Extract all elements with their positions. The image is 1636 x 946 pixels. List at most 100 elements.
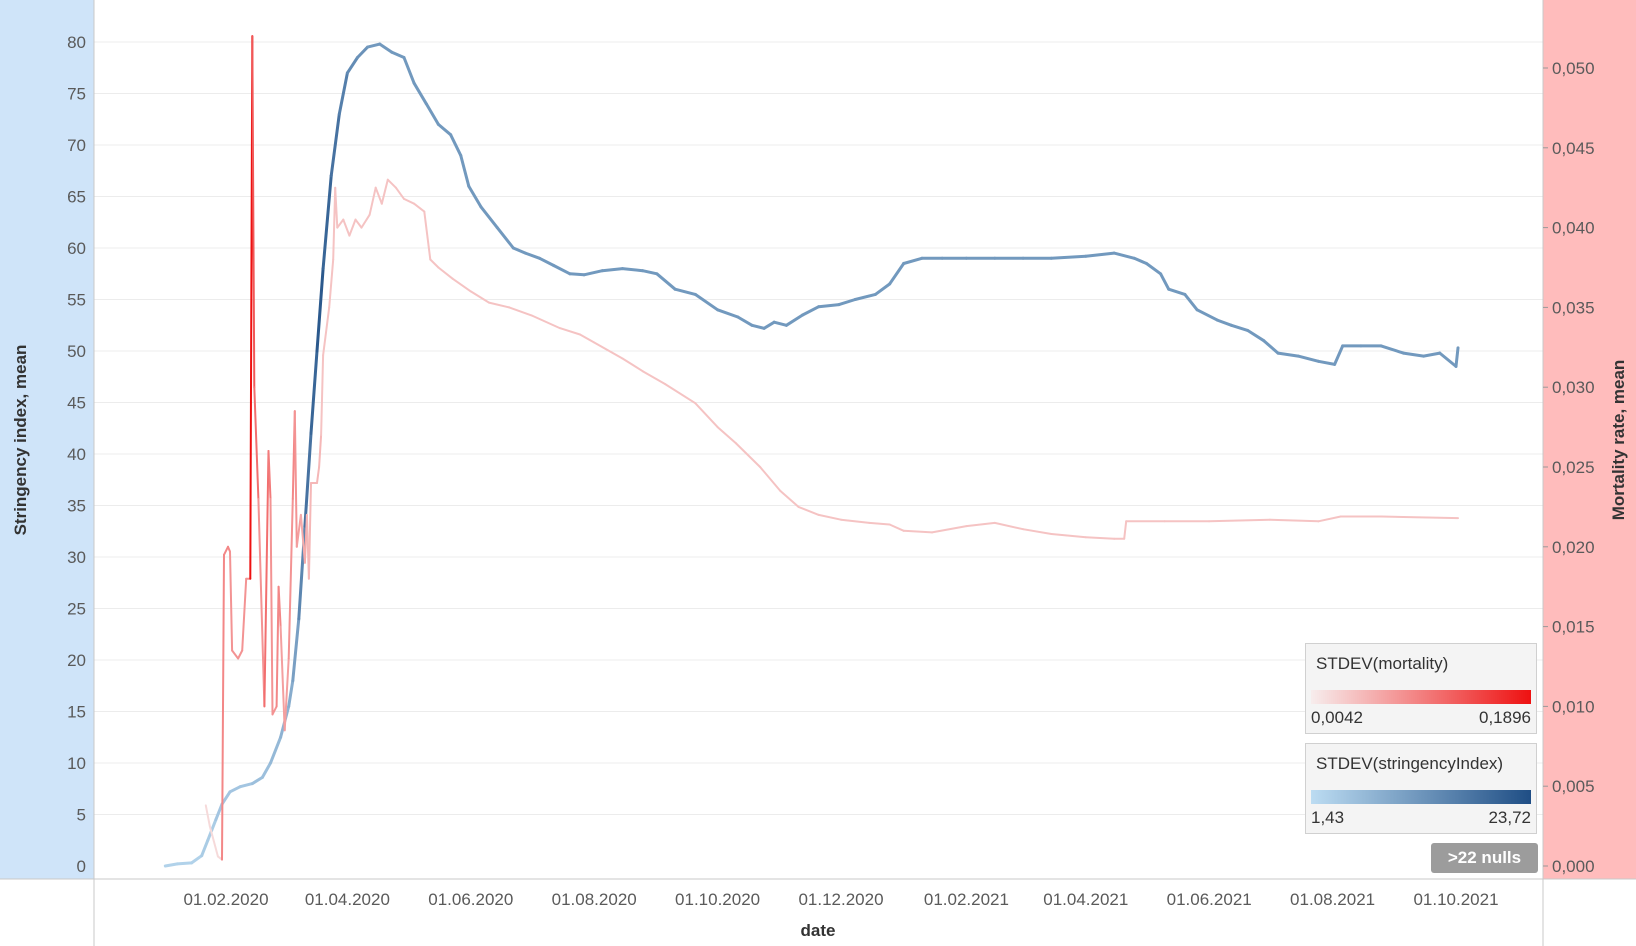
stringency-segment	[163, 862, 179, 868]
mortality-segment	[360, 213, 371, 229]
y-tick-label-left: 75	[67, 85, 86, 104]
stringency-segment	[337, 71, 349, 116]
mortality-segment	[342, 218, 351, 237]
stringency-segment	[655, 272, 677, 291]
mortality-segment	[322, 306, 331, 357]
stringency-segment	[1229, 323, 1250, 332]
mortality-segment	[641, 370, 666, 385]
mortality-segment	[283, 657, 290, 732]
y-tick-label-right: 0,005	[1552, 777, 1595, 796]
y-tick-label-left: 25	[67, 600, 86, 619]
mortality-segment	[241, 577, 248, 652]
stringency-segment	[552, 264, 572, 276]
stringency-segment	[837, 298, 857, 307]
x-tick-label: 01.02.2020	[183, 890, 268, 909]
mortality-line	[204, 35, 1459, 861]
stringency-segment	[190, 854, 204, 865]
mortality-segment	[394, 186, 405, 200]
mortality-segment	[257, 497, 266, 708]
y-tick-label-right: 0,040	[1552, 219, 1595, 238]
stringency-segment	[568, 272, 586, 277]
legend-mortality[interactable]: STDEV(mortality) 0,0042 0,1896	[1305, 643, 1537, 734]
y-tick-label-right: 0,030	[1552, 378, 1595, 397]
y-tick-label-left: 30	[67, 548, 86, 567]
mortality-segment	[840, 518, 871, 524]
mortality-segment	[868, 521, 891, 526]
mortality-segment	[334, 186, 339, 229]
y-tick-label-left: 70	[67, 136, 86, 155]
mortality-segment	[208, 825, 219, 858]
x-tick-label: 01.12.2020	[798, 890, 883, 909]
legend-mortality-title: STDEV(mortality)	[1316, 654, 1449, 673]
y-tick-label-left: 10	[67, 754, 86, 773]
stringency-segment	[801, 305, 821, 317]
y-tick-label-right: 0,010	[1552, 697, 1595, 716]
stringency-segment	[902, 256, 924, 265]
x-tick-label: 01.10.2021	[1413, 890, 1498, 909]
stringency-segment	[424, 102, 440, 126]
legend-stringency[interactable]: STDEV(stringencyIndex) 1,43 23,72	[1305, 743, 1537, 834]
mortality-segment	[316, 466, 321, 484]
y-axis-title-left: Stringency index, mean	[11, 345, 30, 536]
mortality-segment	[1208, 518, 1271, 523]
nulls-badge[interactable]: >22 nulls	[1431, 843, 1538, 873]
mortality-segment	[1084, 536, 1116, 540]
mortality-segment	[593, 341, 624, 360]
stringency-segment	[260, 761, 272, 779]
legend-stringency-max: 23,72	[1488, 808, 1531, 827]
mortality-segment	[694, 402, 719, 429]
mortality-segment	[993, 521, 1025, 531]
x-tick-label: 01.06.2021	[1167, 890, 1252, 909]
mortality-segment	[271, 705, 278, 716]
mortality-segment	[488, 301, 511, 309]
x-axis-title: date	[801, 921, 836, 940]
stringency-line	[163, 42, 1460, 868]
mortality-segment	[965, 521, 996, 528]
mortality-segment	[336, 218, 345, 229]
stringency-segment	[1183, 292, 1199, 312]
stringency-segment	[269, 735, 283, 765]
legend-stringency-min: 1,43	[1311, 808, 1345, 827]
stringency-segment	[1438, 351, 1458, 368]
mortality-segment	[1022, 528, 1053, 535]
mortality-segment	[223, 545, 229, 556]
legend-mortality-max: 0,1896	[1479, 708, 1531, 727]
stringency-segment	[479, 205, 499, 229]
stringency-segment	[673, 287, 697, 296]
mortality-segment	[229, 550, 234, 652]
mortality-segment	[413, 202, 426, 213]
y-tick-label-right: 0,025	[1552, 458, 1595, 477]
stringency-segment	[1112, 251, 1136, 260]
y-ticks-left: 0 5 10 15 20 25 30 35 40 45 50 55 60 65 70 75 80	[67, 33, 86, 876]
series-lines	[163, 35, 1460, 868]
stringency-segment	[467, 184, 483, 209]
mortality-segment	[293, 410, 298, 548]
y-tick-label-right: 0,015	[1552, 618, 1595, 637]
mortality-segment	[354, 218, 363, 229]
stringency-segment	[250, 775, 264, 786]
mortality-segment	[579, 333, 596, 344]
x-tick-label: 01.04.2020	[305, 890, 390, 909]
mortality-segment	[469, 290, 490, 304]
y-ticks-right: 0,000 0,005 0,010 0,015 0,020 0,025 0,030 0,035…	[1543, 59, 1595, 876]
y-tick-label-left: 40	[67, 445, 86, 464]
stringency-segment	[1316, 359, 1337, 366]
mortality-segment	[779, 489, 800, 508]
stringency-segment	[356, 45, 370, 59]
mortality-segment	[279, 625, 286, 732]
stringency-segment	[817, 303, 841, 309]
stringency-segment	[1262, 339, 1280, 355]
stringency-segment	[1195, 308, 1219, 322]
legend-mortality-min: 0,0042	[1311, 708, 1363, 727]
mortality-segment	[664, 383, 697, 405]
stringency-segment	[214, 802, 224, 822]
mortality-segment	[380, 178, 389, 205]
right-axis-band	[1543, 0, 1636, 879]
stringency-segment	[291, 617, 301, 683]
x-ticks: 01.02.2020 01.04.2020 01.06.2020 01.08.2020…	[183, 890, 1498, 909]
mortality-segment	[374, 186, 383, 205]
stringency-segment	[175, 861, 194, 866]
mortality-segment	[716, 426, 737, 445]
y-tick-label-left: 5	[77, 806, 86, 825]
